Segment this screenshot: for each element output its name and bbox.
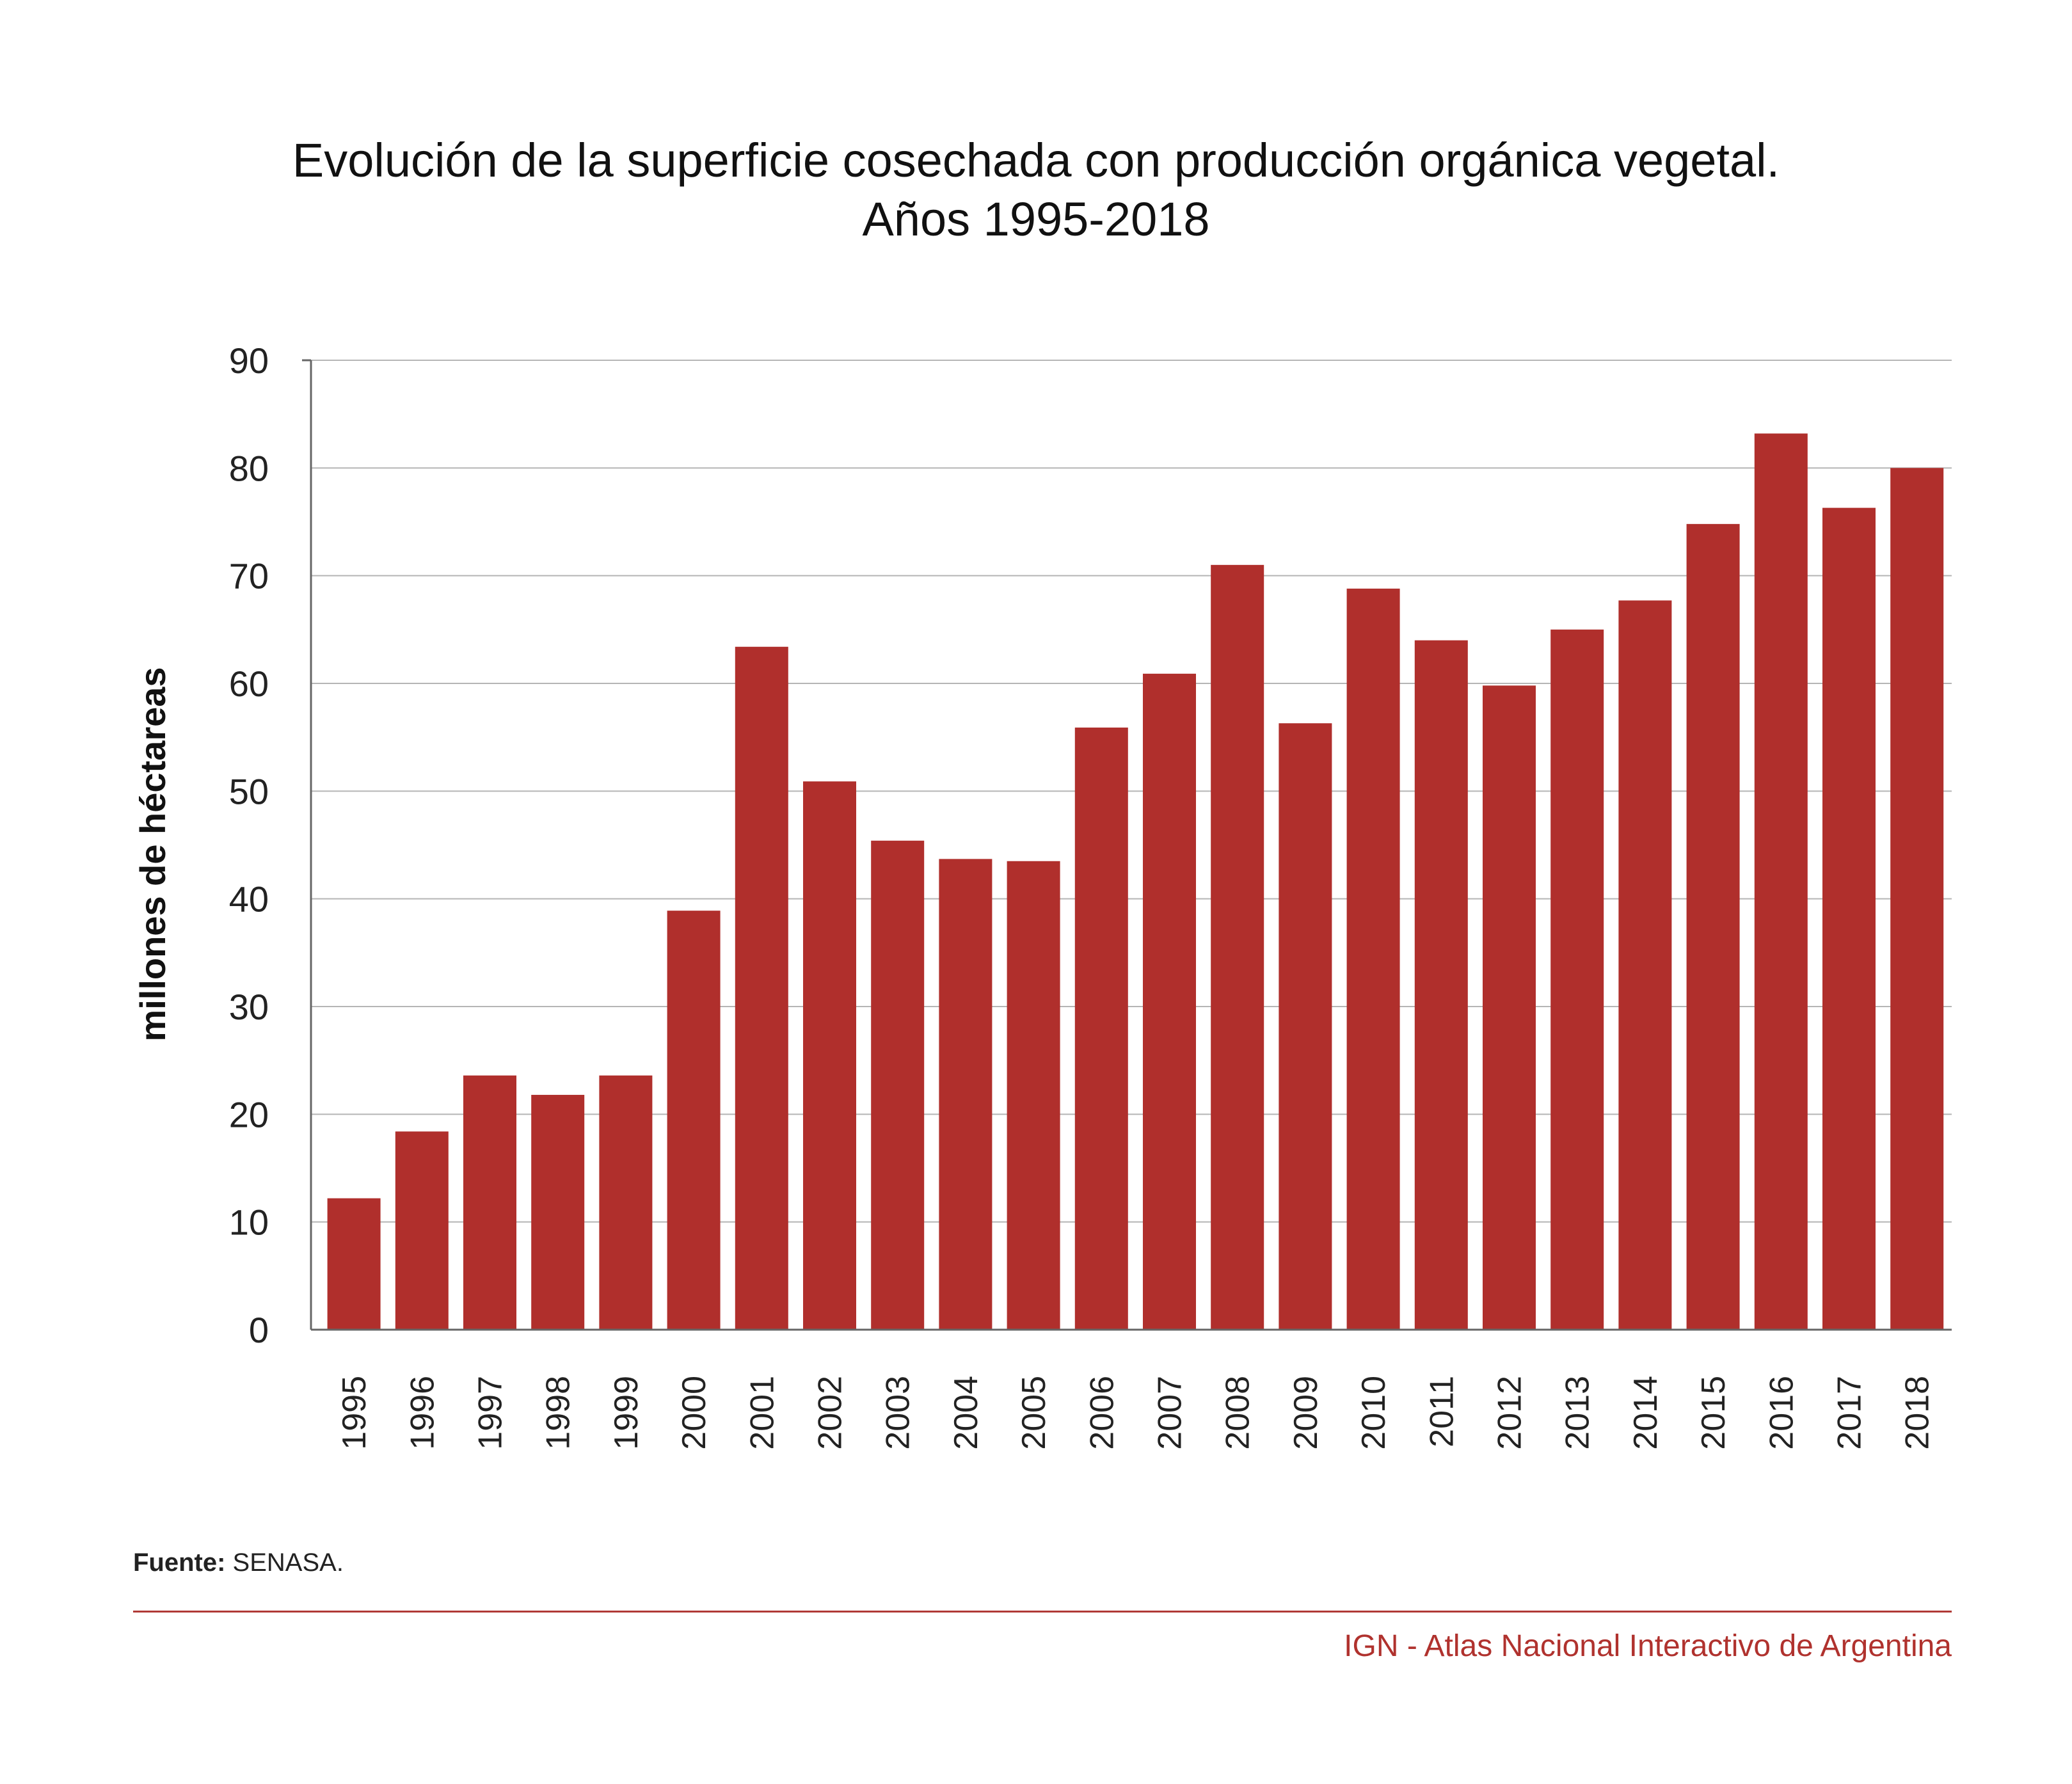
x-tick-label: 2017 [1831,1376,1869,1450]
x-tick-label: 2005 [1016,1376,1053,1450]
footer-credit: IGN - Atlas Nacional Interactivo de Arge… [1344,1629,1952,1663]
x-tick-label: 2018 [1899,1376,1936,1450]
bar-1999 [599,1075,653,1330]
y-tick-label: 70 [229,556,269,596]
y-tick-label: 60 [229,664,269,704]
bar-chart: 0 10 20 30 40 50 60 70 80 90 1995 1996 1997 1998 1999… [132,340,1952,1450]
axes [302,359,1952,1331]
y-tick-label: 30 [229,987,269,1027]
bar-2009 [1279,723,1332,1330]
x-tick-label: 2012 [1492,1376,1529,1450]
y-tick-label: 50 [229,771,269,811]
bar-1998 [531,1095,585,1330]
x-tick-label: 1995 [336,1376,373,1450]
x-tick-label: 1999 [608,1376,645,1450]
y-tick-label: 90 [229,340,269,381]
chart-title-line-2: Años 1995-2018 [862,193,1210,246]
x-tick-label: 1996 [404,1376,441,1450]
x-tick-label: 2008 [1220,1376,1257,1450]
x-tick-labels: 1995 1996 1997 1998 1999 2000 2001 2002 2003 2004… [336,1376,1936,1450]
x-tick-label: 2010 [1355,1376,1392,1450]
x-tick-label: 2001 [744,1376,781,1450]
bar-2010 [1346,588,1400,1330]
x-tick-label: 2006 [1083,1376,1120,1450]
y-tick-label: 40 [229,879,269,920]
bar-1996 [395,1131,449,1330]
bar-2000 [667,911,721,1330]
bar-2011 [1414,640,1468,1330]
bar-2014 [1618,600,1672,1330]
x-tick-label: 1998 [540,1376,577,1450]
x-tick-label: 2014 [1627,1376,1664,1450]
x-tick-label: 2003 [880,1376,917,1450]
y-tick-label: 20 [229,1094,269,1135]
bar-2016 [1754,433,1808,1330]
bar-2004 [939,859,992,1330]
x-tick-label: 2002 [812,1376,849,1450]
bar-2005 [1007,861,1060,1330]
bar-2015 [1686,523,1740,1330]
x-tick-label: 2013 [1559,1376,1597,1450]
footer-divider [133,1611,1952,1613]
x-tick-label: 2016 [1763,1376,1800,1450]
bar-2007 [1143,673,1196,1330]
chart-title-line-1: Evolución de la superficie cosechada con… [292,134,1780,187]
source-text: SENASA. [225,1549,344,1577]
y-tick-labels: 0 10 20 30 40 50 60 70 80 90 [229,340,269,1350]
bar-1995 [327,1198,381,1330]
y-tick-label: 0 [249,1310,269,1350]
bar-2006 [1074,728,1128,1330]
x-tick-label: 2009 [1287,1376,1325,1450]
chart-title: Evolución de la superficie cosechada con… [0,131,2072,249]
bar-2017 [1822,507,1876,1330]
source-label: Fuente: [133,1549,226,1577]
y-tick-label: 10 [229,1202,269,1243]
bars [327,433,1944,1330]
bar-2001 [735,646,788,1330]
bar-2002 [803,781,856,1330]
x-tick-label: 2011 [1423,1376,1460,1447]
bar-2013 [1550,629,1604,1330]
bar-2003 [871,840,925,1330]
x-tick-label: 1997 [472,1376,509,1450]
x-tick-label: 2007 [1152,1376,1189,1450]
y-tick-label: 80 [229,448,269,488]
x-tick-label: 2000 [676,1376,713,1450]
y-axis-title: millones de héctareas [132,667,173,1041]
bar-2018 [1890,468,1944,1330]
source-note: Fuente: SENASA. [133,1549,344,1577]
bar-1997 [463,1075,516,1330]
grid-lines [311,360,1952,1223]
bar-2012 [1483,685,1536,1330]
x-tick-label: 2004 [948,1376,985,1450]
bar-2008 [1211,564,1264,1330]
x-tick-label: 2015 [1695,1376,1732,1450]
